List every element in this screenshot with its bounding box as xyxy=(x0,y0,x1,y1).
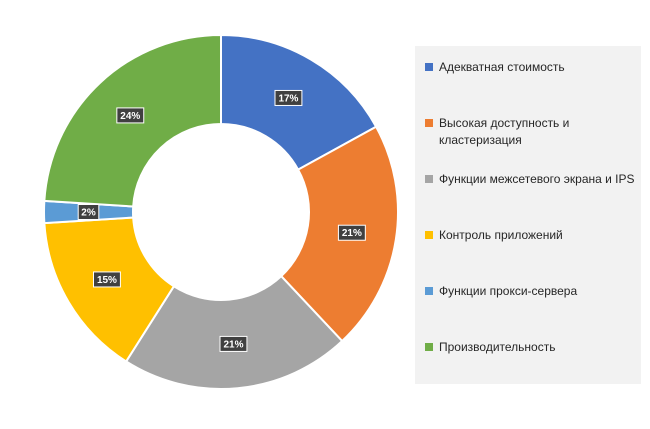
legend-swatch xyxy=(425,63,433,71)
data-label-box xyxy=(116,107,145,124)
data-label: 15% xyxy=(93,271,121,288)
legend-item-availability: Высокая доступность и кластеризация xyxy=(425,115,639,149)
legend-label: Функции прокси-сервера xyxy=(439,284,578,298)
legend-label: Высокая доступность и кластеризация xyxy=(439,116,570,147)
data-label: 24% xyxy=(116,107,145,124)
legend-item-cost: Адекватная стоимость xyxy=(425,59,639,76)
legend-label: Контроль приложений xyxy=(439,228,563,242)
legend-swatch xyxy=(425,175,433,183)
legend-swatch xyxy=(425,119,433,127)
data-label: 17% xyxy=(274,89,303,106)
legend-label: Производительность xyxy=(439,340,556,354)
legend-label: Функции межсетевого экрана и IPS xyxy=(439,172,635,186)
legend-label: Адекватная стоимость xyxy=(439,60,565,74)
chart-legend: Адекватная стоимость Высокая доступность… xyxy=(415,46,641,384)
legend-swatch xyxy=(425,287,433,295)
data-label-text: 24% xyxy=(120,111,140,122)
data-label-text: 21% xyxy=(223,339,243,350)
legend-item-firewall: Функции межсетевого экрана и IPS xyxy=(425,171,639,188)
data-label-box xyxy=(337,224,366,241)
data-label-text: 17% xyxy=(278,93,298,104)
data-label-box xyxy=(274,89,303,106)
legend-swatch xyxy=(425,231,433,239)
legend-item-app-control: Контроль приложений xyxy=(425,227,639,244)
legend-swatch xyxy=(425,343,433,351)
data-label-text: 2% xyxy=(81,208,96,219)
slice-app-control xyxy=(43,216,176,363)
data-label-text: 15% xyxy=(97,275,117,286)
data-label-box xyxy=(77,204,100,220)
data-labels: 17% 21% 21% 15% 2% 24% xyxy=(77,89,366,352)
slice-firewall xyxy=(124,274,344,390)
legend-item-proxy: Функции прокси-сервера xyxy=(425,283,639,300)
data-label-box xyxy=(219,335,248,352)
data-label-box xyxy=(93,271,121,288)
legend-item-performance: Производительность xyxy=(425,339,639,356)
data-label-text: 21% xyxy=(342,228,362,239)
data-label: 21% xyxy=(219,335,248,352)
data-label: 21% xyxy=(337,224,366,241)
data-label: 2% xyxy=(77,204,100,220)
